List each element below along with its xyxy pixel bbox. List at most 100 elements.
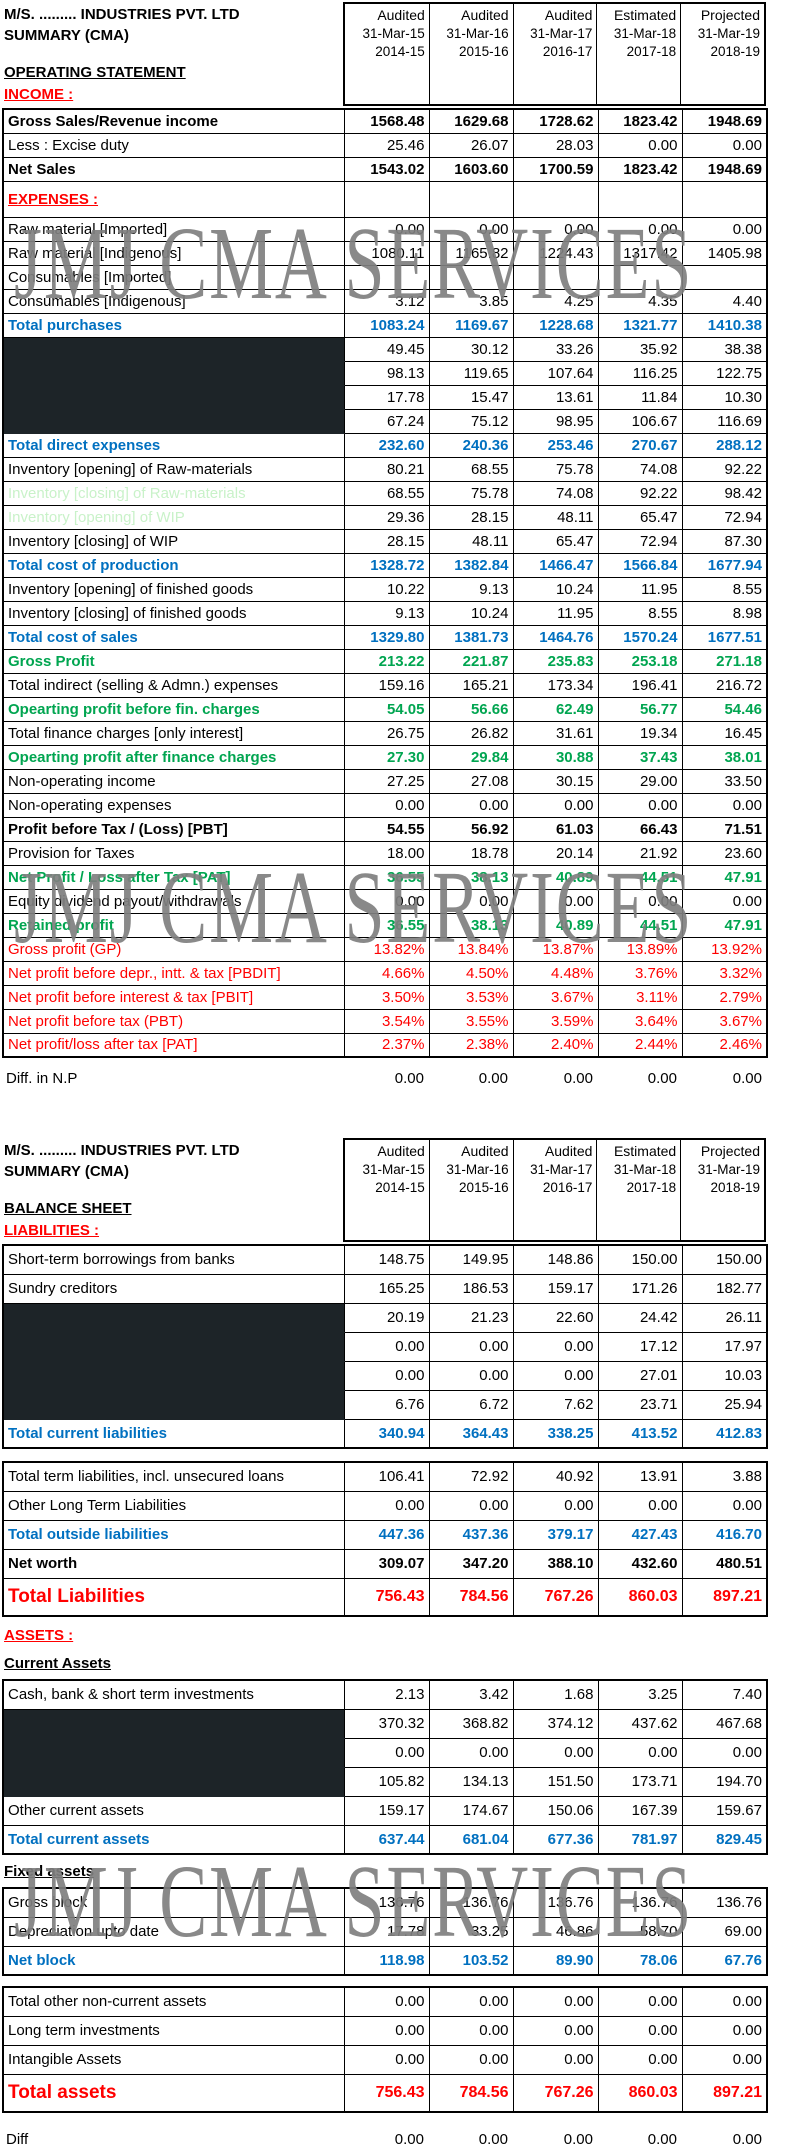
diff-np-row: Diff. in N.P 0.00 0.00 0.00 0.00 0.00 <box>0 1066 800 1090</box>
cell-value: 0.00 <box>681 1490 768 1521</box>
table-row: Inventory [opening] of Raw-materials 80.2… <box>2 456 768 482</box>
cell-value: 17.78 <box>343 1916 430 1947</box>
cell-value: 13.84% <box>428 936 514 962</box>
cell-value: 1.68 <box>512 1679 599 1710</box>
cell-value: 897.21 <box>681 2073 768 2113</box>
cell-value: 374.12 <box>512 1708 599 1739</box>
cell-value: 0.00 <box>512 888 599 914</box>
cell-value: 8.55 <box>597 600 683 626</box>
cell-value: 0.00 <box>681 132 768 158</box>
row-label: Sundry creditors <box>2 1273 345 1304</box>
cell-value: 0.00 <box>597 1490 683 1521</box>
table-row: Net Sales 1543.02 1603.60 1700.59 1823.42 194… <box>2 156 768 182</box>
cell-value: 13.82% <box>343 936 430 962</box>
cell-value <box>428 264 514 290</box>
table-row: Raw material [Indigenous] 1080.11 1165.82 1… <box>2 240 768 266</box>
cell-value: 4.66% <box>343 960 430 986</box>
h-year: 2016-17 <box>542 1180 593 1195</box>
cell-value: 270.67 <box>597 432 683 458</box>
cell-value: 767.26 <box>512 2073 599 2113</box>
cell-value <box>597 264 683 290</box>
row-label: Consumables [Indigenous] <box>2 288 345 314</box>
h-status: Audited <box>377 7 425 23</box>
cell-value: 40.89 <box>512 912 599 938</box>
cell-value: 15.47 <box>428 384 514 410</box>
table-row: 0.00 0.00 0.00 17.12 17.97 <box>2 1331 768 1362</box>
row-label: Total current assets <box>2 1824 345 1855</box>
cell-value: 4.40 <box>681 288 768 314</box>
cell-value: 149.95 <box>428 1244 514 1275</box>
h-year: 2018-19 <box>710 44 760 59</box>
cell-value: 1328.72 <box>343 552 430 578</box>
cell-value: 98.13 <box>343 360 430 386</box>
cell-value: 3.25 <box>597 1679 683 1710</box>
diff-np-table: Diff. in N.P 0.00 0.00 0.00 0.00 0.00 <box>2 1066 766 1090</box>
cell-value: 0.00 <box>428 1331 514 1362</box>
cell-value: 0.00 <box>597 216 683 242</box>
table-row: Gross profit (GP) 13.82% 13.84% 13.87% 13.89… <box>2 936 768 962</box>
cell-value: 2.79% <box>681 984 768 1010</box>
cell-value: 1329.80 <box>343 624 430 650</box>
cell-value: 119.65 <box>428 360 514 386</box>
table-row: 105.82 134.13 151.50 173.71 194.70 <box>2 1766 768 1797</box>
cell-value: 0.00 <box>597 1986 683 2017</box>
row-label: Raw material [Indigenous] <box>2 240 345 266</box>
table-row: Inventory [closing] of WIP 28.15 48.11 65.4… <box>2 528 768 554</box>
table-row: Cash, bank & short term investments 2.13 3… <box>2 1679 768 1710</box>
cell-value: 432.60 <box>597 1548 683 1579</box>
cell-value <box>512 264 599 290</box>
table-row: Total cost of sales 1329.80 1381.73 1464.76… <box>2 624 768 650</box>
table-row: Intangible Assets 0.00 0.00 0.00 0.00 0.00 <box>2 2044 768 2075</box>
cell-value: 0.00 <box>681 2015 768 2046</box>
cell-value: 38.01 <box>681 744 768 770</box>
cell-value: 3.55% <box>428 1008 514 1034</box>
cell-value: 23.60 <box>681 840 768 866</box>
h-date: 31-Mar-19 <box>697 1162 760 1177</box>
cell-value: 388.10 <box>512 1548 599 1579</box>
table-row: Other Long Term Liabilities 0.00 0.00 0.00 0… <box>2 1490 768 1521</box>
cell-value: 136.76 <box>681 1887 768 1918</box>
current-assets-table: Cash, bank & short term investments 2.13 3… <box>2 1679 768 1855</box>
cell-value: 26.11 <box>681 1302 768 1333</box>
cell-value: 65.47 <box>597 504 683 530</box>
row-label: Diff <box>6 2130 29 2148</box>
cell-value: 30.15 <box>512 768 599 794</box>
redaction-overlay <box>2 360 345 386</box>
diff-table: Diff 0.00 0.00 0.00 0.00 0.00 <box>2 2127 766 2151</box>
cell-value <box>512 180 599 218</box>
cell-value: 0.00 <box>394 1069 424 1087</box>
table-row: Total outside liabilities 447.36 437.36 379… <box>2 1519 768 1550</box>
row-label: Less : Excise duty <box>2 132 345 158</box>
h-year: 2015-16 <box>459 1180 509 1195</box>
cell-value: 1321.77 <box>597 312 683 338</box>
table-row: Total current assets 637.44 681.04 677.36 78… <box>2 1824 768 1855</box>
table-row: Total term liabilities, incl. unsecured … <box>2 1461 768 1492</box>
cell-value: 0.00 <box>597 1737 683 1768</box>
row-label: Total assets <box>2 2073 345 2113</box>
cell-value: 0.00 <box>343 792 430 818</box>
row-label: Net block <box>2 1945 345 1976</box>
h-date: 31-Mar-18 <box>613 26 677 41</box>
header-left-block: M/S. ......... INDUSTRIES PVT. LTD SUMMA… <box>4 4 340 106</box>
cell-value: 0.00 <box>681 1737 768 1768</box>
cell-value: 174.67 <box>428 1795 514 1826</box>
cell-value: 756.43 <box>343 2073 430 2113</box>
column-headers: Audited 31-Mar-15 2014-15 Audited 31-Mar-16 2… <box>343 1138 766 1242</box>
cell-value: 1568.48 <box>343 108 430 134</box>
cell-value: 0.00 <box>563 2130 593 2148</box>
statement-section-label: OPERATING STATEMENT <box>4 64 186 81</box>
cell-value: 0.00 <box>343 2015 430 2046</box>
cell-value: 253.46 <box>512 432 599 458</box>
table-row: Net block 118.98 103.52 89.90 78.06 67.76 <box>2 1945 768 1976</box>
row-label: Profit before Tax / (Loss) [PBT] <box>2 816 345 842</box>
cell-value: 26.75 <box>343 720 430 746</box>
table-row: 20.19 21.23 22.60 24.42 26.11 <box>2 1302 768 1333</box>
cell-value: 7.62 <box>512 1389 599 1420</box>
cell-value: 0.00 <box>428 1490 514 1521</box>
cell-value: 0.00 <box>597 2044 683 2075</box>
row-label: Net worth <box>2 1548 345 1579</box>
cell-value: 29.36 <box>343 504 430 530</box>
cell-value: 67.76 <box>681 1945 768 1976</box>
row-label: Retained profit <box>2 912 345 938</box>
cell-value: 379.17 <box>512 1519 599 1550</box>
